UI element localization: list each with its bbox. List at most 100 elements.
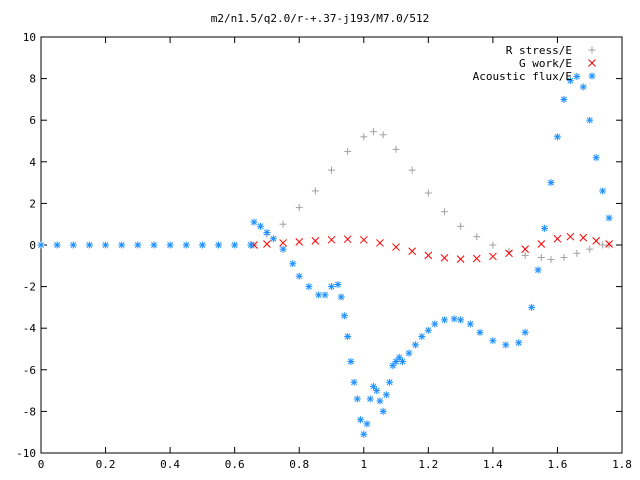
data-point	[457, 222, 465, 230]
data-point	[344, 333, 352, 341]
x-tick-label: 1.2	[418, 458, 438, 471]
data-point	[279, 239, 287, 247]
x-tick-label: 1.8	[612, 458, 632, 471]
y-tick-label: 2	[29, 197, 36, 210]
data-point	[440, 316, 448, 324]
data-point	[134, 241, 142, 249]
data-point	[424, 326, 432, 334]
data-point	[418, 333, 426, 341]
series-3	[37, 73, 613, 438]
data-point	[359, 235, 368, 244]
data-point	[85, 241, 93, 249]
data-point	[369, 382, 377, 390]
data-point	[392, 243, 400, 251]
legend-label: R stress/E	[506, 44, 572, 57]
data-point	[69, 241, 77, 249]
data-point	[279, 220, 287, 228]
x-tick-label: 1.6	[548, 458, 568, 471]
plot-frame	[40, 36, 623, 454]
x-tick-label: 0.6	[225, 458, 245, 471]
data-point	[150, 241, 158, 249]
data-point	[215, 241, 223, 249]
data-point	[424, 251, 433, 260]
x-tick-label: 0.2	[96, 458, 116, 471]
data-point	[502, 341, 510, 349]
legend-label: G work/E	[519, 57, 572, 70]
data-point	[366, 395, 374, 403]
data-point	[269, 235, 277, 243]
data-point	[592, 236, 601, 245]
y-tick-label: -4	[23, 322, 37, 335]
data-point	[328, 283, 335, 291]
data-point	[392, 357, 400, 365]
data-point	[295, 272, 303, 280]
data-point	[505, 249, 513, 258]
data-point	[411, 341, 419, 349]
data-point	[360, 430, 368, 438]
data-point	[263, 240, 271, 248]
data-point	[337, 293, 345, 301]
data-point	[231, 241, 239, 249]
data-point	[605, 241, 613, 249]
data-point	[327, 235, 336, 244]
data-point	[389, 362, 397, 370]
data-point	[473, 233, 481, 241]
x-tick-label: 0.4	[160, 458, 180, 471]
y-tick-label: 0	[29, 239, 36, 252]
data-point	[53, 241, 61, 249]
data-point	[350, 378, 358, 386]
data-point	[605, 214, 613, 222]
data-point	[560, 95, 568, 103]
y-tick-label: -2	[23, 281, 36, 294]
data-point	[521, 328, 529, 336]
data-point	[295, 238, 304, 246]
data-point	[566, 232, 575, 241]
data-point	[586, 245, 594, 253]
data-point	[363, 420, 371, 428]
y-tick-label: -6	[23, 364, 36, 377]
y-tick-label: 10	[23, 31, 36, 44]
data-point	[489, 337, 497, 345]
data-point	[457, 316, 465, 324]
legend-marker	[588, 72, 596, 80]
data-point	[537, 240, 546, 248]
data-point	[553, 234, 562, 243]
data-point	[405, 349, 413, 357]
data-point	[311, 187, 319, 195]
data-point	[295, 204, 303, 212]
data-point	[573, 73, 581, 81]
series-2	[250, 232, 613, 263]
y-tick-label: -10	[16, 447, 36, 460]
data-point	[534, 266, 542, 274]
data-point	[599, 241, 607, 249]
data-point	[408, 247, 417, 256]
data-point	[334, 281, 342, 289]
y-tick-label: 6	[29, 114, 36, 127]
series-layer	[37, 73, 613, 438]
data-point	[472, 254, 481, 263]
data-point	[528, 303, 536, 311]
data-point	[547, 179, 555, 187]
data-point	[198, 241, 206, 249]
data-point	[579, 83, 587, 91]
data-point	[182, 241, 190, 249]
data-point	[521, 251, 529, 259]
x-tick-label: 1.4	[483, 458, 503, 471]
data-point	[279, 245, 287, 253]
data-point	[386, 378, 394, 386]
data-point	[605, 240, 613, 248]
data-point	[586, 116, 594, 124]
data-point	[376, 239, 384, 247]
data-point	[315, 291, 323, 299]
data-point	[537, 253, 545, 261]
x-tick-label: 0.8	[289, 458, 309, 471]
data-point	[256, 222, 264, 230]
legend-marker	[588, 46, 596, 54]
data-point	[573, 249, 581, 257]
data-point	[399, 357, 407, 365]
data-point	[166, 241, 174, 249]
data-point	[541, 224, 549, 232]
